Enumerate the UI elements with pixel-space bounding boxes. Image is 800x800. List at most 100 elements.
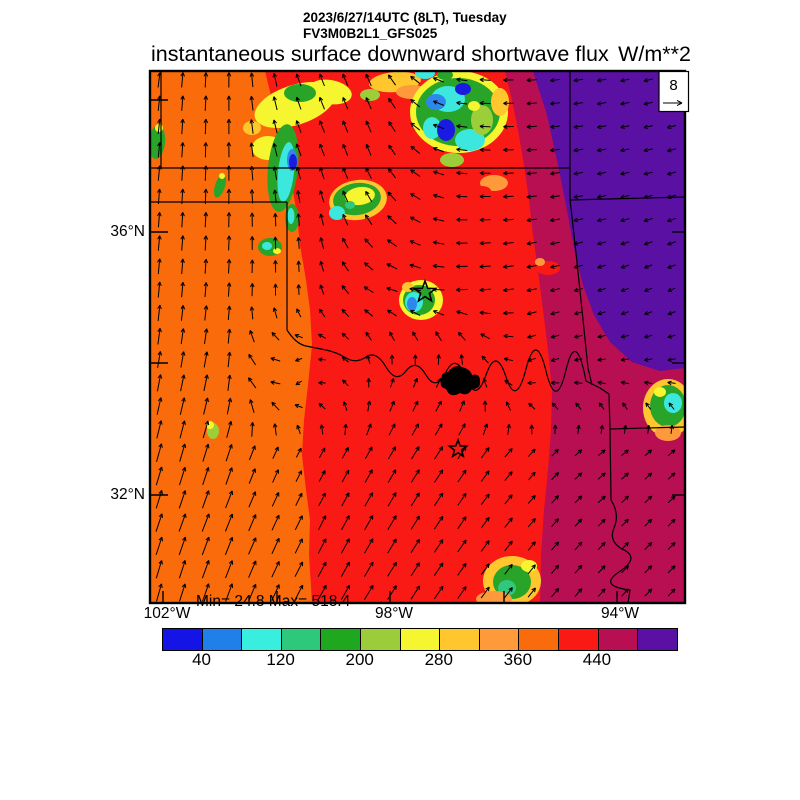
wind-arrow bbox=[203, 397, 209, 415]
wind-arrow bbox=[526, 217, 537, 223]
wind-arrow bbox=[201, 513, 210, 532]
wind-arrow bbox=[248, 468, 256, 484]
wind-arrow bbox=[482, 423, 489, 436]
wind-arrow bbox=[435, 400, 442, 412]
wind-arrow bbox=[410, 75, 421, 85]
wind-arrow bbox=[503, 77, 514, 83]
colorbar-segment bbox=[321, 629, 362, 650]
wind-arrow bbox=[527, 541, 536, 551]
colorbar-tick-label: 360 bbox=[503, 650, 533, 669]
wind-arrow bbox=[249, 236, 255, 250]
cloud-patch bbox=[321, 331, 343, 347]
wind-arrow bbox=[412, 377, 418, 388]
wind-arrow bbox=[389, 354, 395, 365]
wind-arrow bbox=[341, 308, 350, 318]
colorbar-segment bbox=[202, 629, 243, 650]
wind-arrow bbox=[526, 124, 537, 129]
wind-arrow bbox=[156, 374, 163, 392]
cloud-patch bbox=[437, 71, 453, 80]
wind-arrow bbox=[250, 422, 255, 437]
wind-arrow bbox=[226, 212, 232, 228]
wind-arrow bbox=[365, 331, 372, 341]
wind-arrow bbox=[620, 101, 630, 106]
wind-arrow bbox=[456, 147, 468, 152]
wind-arrow bbox=[341, 469, 350, 483]
wind-arrow bbox=[410, 99, 421, 108]
wind-arrow bbox=[318, 73, 325, 87]
colorbar bbox=[162, 628, 678, 651]
wind-arrow bbox=[597, 357, 606, 362]
wind-arrow bbox=[504, 494, 513, 505]
wind-arrow bbox=[620, 264, 630, 269]
wind-arrow bbox=[506, 423, 511, 435]
wind-arrow bbox=[503, 101, 514, 106]
units-label: W/m**2 bbox=[618, 42, 691, 66]
wind-arrow bbox=[296, 308, 302, 318]
wind-arrow bbox=[480, 586, 490, 599]
wind-arrow bbox=[387, 168, 396, 179]
wind-arrow bbox=[479, 194, 491, 199]
wind-arrow bbox=[504, 563, 513, 575]
wind-arrow bbox=[644, 518, 653, 527]
wind-arrow bbox=[249, 189, 255, 204]
wind-arrow bbox=[387, 74, 397, 86]
lat-tick-label: 36°N bbox=[110, 223, 145, 240]
colorbar-segment bbox=[400, 629, 441, 650]
wind-arrow bbox=[225, 560, 234, 579]
wind-arrow bbox=[341, 285, 350, 295]
wind-arrow bbox=[479, 240, 491, 246]
wind-arrow bbox=[387, 561, 397, 577]
wind-arrow bbox=[318, 470, 326, 482]
wind-arrow bbox=[271, 492, 280, 507]
wind-arrow bbox=[180, 212, 185, 228]
wind-arrow bbox=[620, 217, 630, 223]
wind-arrow bbox=[341, 492, 350, 507]
wind-arrow bbox=[225, 467, 233, 485]
wind-arrow bbox=[342, 120, 349, 133]
colorbar-segment bbox=[479, 629, 520, 650]
wind-arrow bbox=[295, 380, 302, 386]
wind-arrow bbox=[156, 420, 163, 439]
wind-arrow bbox=[620, 357, 630, 362]
wind-arrow bbox=[432, 310, 445, 316]
wind-arrow bbox=[527, 334, 537, 339]
wind-arrow bbox=[363, 584, 374, 601]
wind-arrow bbox=[318, 308, 326, 318]
wind-arrow bbox=[644, 287, 653, 292]
lon-tick-label: 94°W bbox=[600, 605, 640, 622]
wind-arrow bbox=[643, 194, 653, 199]
wind-arrow bbox=[296, 424, 301, 435]
wind-arrow bbox=[294, 515, 303, 531]
wind-arrow bbox=[249, 165, 255, 181]
wind-arrow bbox=[226, 142, 232, 158]
wind-arrow bbox=[550, 287, 560, 293]
wind-arrow bbox=[597, 264, 606, 269]
star-marker bbox=[447, 437, 469, 459]
wind-arrow bbox=[503, 241, 514, 246]
wind-arrow bbox=[620, 171, 630, 176]
wind-arrow bbox=[667, 518, 676, 527]
wind-arrow bbox=[318, 380, 326, 386]
wind-arrow bbox=[248, 445, 256, 461]
wind-arrow bbox=[480, 540, 490, 552]
wind-arrow bbox=[551, 448, 559, 457]
wind-arrow bbox=[409, 309, 421, 317]
colorbar-segment bbox=[242, 629, 282, 650]
wind-arrow bbox=[249, 72, 255, 88]
wind-arrow bbox=[432, 263, 445, 269]
wind-arrow bbox=[366, 378, 371, 388]
wind-arrow bbox=[458, 423, 466, 436]
wind-arrow bbox=[295, 492, 303, 506]
wind-arrow bbox=[596, 194, 607, 199]
plot-title: instantaneous surface downward shortwave… bbox=[151, 42, 609, 66]
wind-arrow bbox=[434, 469, 444, 483]
wind-arrow bbox=[249, 142, 255, 158]
wind-arrow bbox=[457, 562, 467, 576]
wind-arrow bbox=[433, 515, 444, 530]
wind-arrow bbox=[248, 583, 257, 602]
wind-arrow bbox=[480, 447, 490, 459]
wind-arrow bbox=[155, 466, 163, 486]
wind-arrow bbox=[480, 470, 490, 482]
wind-arrow bbox=[551, 495, 560, 504]
wind-arrow bbox=[386, 309, 397, 317]
